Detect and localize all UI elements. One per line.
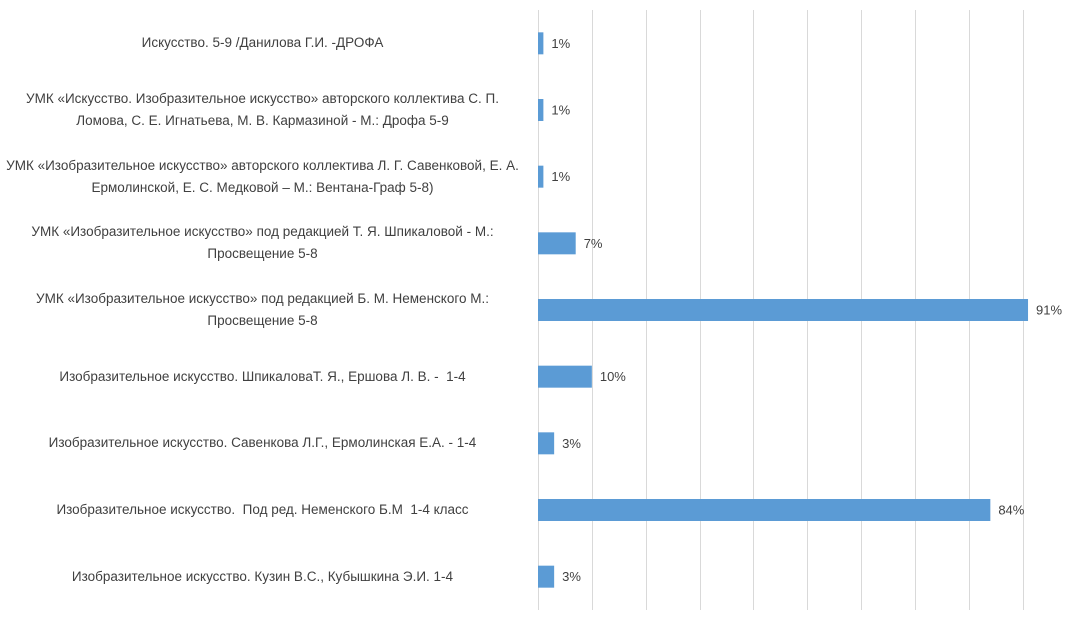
value-label: 3% [562, 569, 581, 584]
category-label: Изобразительное искусство. Кузин В.С., К… [71, 568, 454, 584]
bar [538, 232, 576, 255]
category-label: УМК «Искусство. Изобразительное искусств… [26, 91, 503, 128]
category-label: Изобразительное искусство. Под ред. Неме… [56, 502, 469, 517]
category-label: УМК «Изобразительное искусство» авторско… [6, 157, 523, 195]
category-label: УМК «Изобразительное искусство» под реда… [31, 224, 498, 262]
bar [538, 432, 555, 455]
value-label: 10% [600, 369, 626, 384]
value-label: 3% [562, 436, 581, 451]
bar [538, 32, 544, 55]
value-label: 7% [584, 236, 603, 251]
value-label: 84% [998, 502, 1024, 517]
value-label: 1% [551, 102, 570, 117]
bar [538, 499, 991, 521]
value-label: 1% [551, 36, 570, 51]
category-label: Изобразительное искусство. ШпикаловаТ. Я… [59, 368, 466, 384]
bar [538, 565, 555, 588]
bar [538, 99, 544, 121]
category-label: Искусство. 5-9 /Данилова Г.И. -ДРОФА [141, 35, 384, 51]
value-label: 1% [551, 169, 570, 184]
bar [538, 165, 544, 188]
category-label: УМК «Изобразительное искусство» под реда… [36, 291, 493, 328]
bar [538, 365, 592, 388]
bar [538, 299, 1029, 321]
value-label: 91% [1036, 302, 1062, 317]
category-label: Изобразительное искусство. Савенкова Л.Г… [48, 435, 477, 451]
